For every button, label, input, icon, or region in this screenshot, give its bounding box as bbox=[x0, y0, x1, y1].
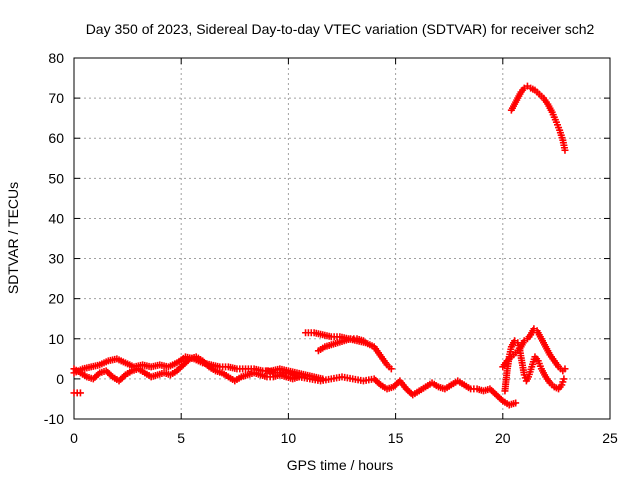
series-sat-i bbox=[70, 389, 84, 397]
data-point bbox=[359, 337, 367, 345]
x-tick-label: 5 bbox=[177, 430, 185, 446]
x-tick-label: 15 bbox=[388, 430, 404, 446]
y-tick-label: 10 bbox=[48, 331, 64, 347]
x-tick-label: 10 bbox=[281, 430, 297, 446]
plot-frame bbox=[73, 57, 611, 420]
y-tick-label: 30 bbox=[48, 251, 64, 267]
data-point bbox=[561, 365, 569, 373]
y-tick-label: 50 bbox=[48, 170, 64, 186]
series-sat-d bbox=[302, 329, 395, 373]
series-sat-c bbox=[263, 367, 520, 409]
data-point bbox=[561, 146, 569, 154]
x-axis-label: GPS time / hours bbox=[287, 457, 394, 473]
y-axis-ticks: -10 0 10 20 30 40 50 60 70 80 bbox=[44, 50, 610, 427]
series-sat-h bbox=[507, 82, 569, 154]
chart-title: Day 350 of 2023, Sidereal Day-to-day VTE… bbox=[86, 21, 595, 37]
x-tick-label: 0 bbox=[70, 430, 78, 446]
data-point bbox=[512, 399, 520, 407]
data-point bbox=[76, 389, 84, 397]
y-tick-label: 80 bbox=[48, 50, 64, 66]
data-markers bbox=[70, 82, 569, 409]
x-axis-ticks: 0 5 10 15 20 25 bbox=[70, 58, 618, 446]
series-sat-g bbox=[501, 337, 568, 395]
y-tick-label: 60 bbox=[48, 130, 64, 146]
y-tick-label: 20 bbox=[48, 291, 64, 307]
data-point bbox=[560, 375, 568, 383]
y-tick-label: 40 bbox=[48, 210, 64, 226]
y-tick-label: 0 bbox=[56, 371, 64, 387]
y-tick-label: 70 bbox=[48, 90, 64, 106]
series-sat-e bbox=[314, 335, 367, 355]
data-point bbox=[387, 365, 395, 373]
x-tick-label: 25 bbox=[602, 430, 618, 446]
y-tick-label: -10 bbox=[44, 411, 64, 427]
y-axis-label: SDTVAR / TECUs bbox=[5, 182, 21, 294]
x-tick-label: 20 bbox=[495, 430, 511, 446]
